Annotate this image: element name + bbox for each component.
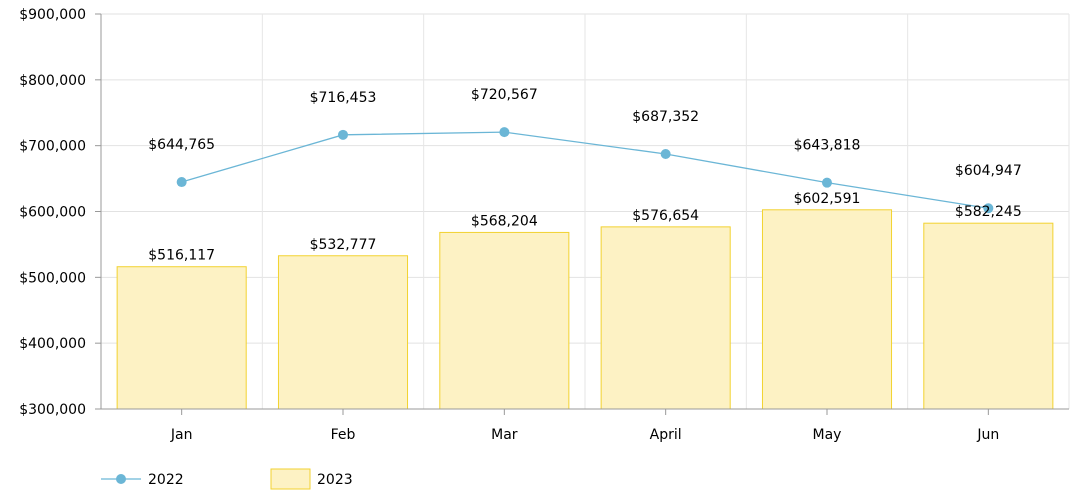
bar-mar (439, 231, 570, 410)
grid-lines (101, 13, 1070, 410)
legend-label-2023: 2023 (317, 472, 353, 488)
y-axis: $300,000 $400,000 $500,000 $600,000 $700,000… (19, 7, 102, 418)
legend-point-swatch (116, 474, 126, 484)
line-point-april (660, 148, 671, 159)
bar-may (761, 209, 893, 410)
legend-bar-swatch (270, 468, 311, 490)
line-point-feb (338, 129, 348, 140)
x-axis: Jan Feb Mar April May Jun (101, 408, 1069, 443)
y-tick-label: $500,000 (19, 270, 86, 286)
x-tick-label: Jan (170, 427, 193, 443)
x-tick-label: Jun (976, 427, 999, 443)
legend: 2022 2023 (101, 468, 353, 490)
bar-data-label: $576,654 (632, 208, 699, 224)
line-data-label: $687,352 (632, 109, 699, 125)
line-point-jun (983, 203, 994, 214)
line-data-label: $720,567 (471, 87, 538, 103)
x-tick-label: April (650, 427, 682, 443)
y-tick-label: $800,000 (19, 73, 86, 89)
bar-data-label: $516,117 (148, 248, 215, 264)
data-labels: $516,117 $532,777 $568,204 $576,654 $602,591… (148, 87, 1021, 264)
bar-april (600, 226, 731, 410)
x-tick-label: Feb (331, 427, 356, 443)
x-tick-label: Mar (491, 427, 518, 443)
line-point-mar (499, 127, 510, 138)
line-point-jan (176, 177, 187, 188)
line-path-2022 (181, 131, 989, 209)
line-point-may (822, 177, 832, 188)
bar-data-label: $568,204 (471, 213, 538, 229)
x-tick-label: May (813, 427, 842, 443)
bar-jan (116, 266, 247, 410)
legend-label-2022: 2022 (148, 472, 184, 488)
y-tick-label: $700,000 (19, 139, 86, 155)
bar-data-label: $532,777 (310, 237, 377, 253)
bar-jun (923, 222, 1054, 410)
y-tick-label: $900,000 (19, 7, 86, 23)
line-series-2022 (176, 127, 994, 214)
bar-series-2023 (116, 209, 1054, 410)
line-data-label: $644,765 (148, 137, 215, 153)
y-tick-label: $600,000 (19, 205, 86, 221)
bar-data-label: $602,591 (794, 191, 861, 207)
bar-data-label: $582,245 (955, 204, 1022, 220)
y-tick-label: $400,000 (19, 336, 86, 352)
line-data-label: $604,947 (955, 163, 1022, 179)
line-data-label: $643,818 (794, 138, 861, 154)
bar-feb (277, 255, 409, 410)
line-data-label: $716,453 (310, 90, 377, 106)
y-tick-label: $300,000 (19, 402, 86, 418)
